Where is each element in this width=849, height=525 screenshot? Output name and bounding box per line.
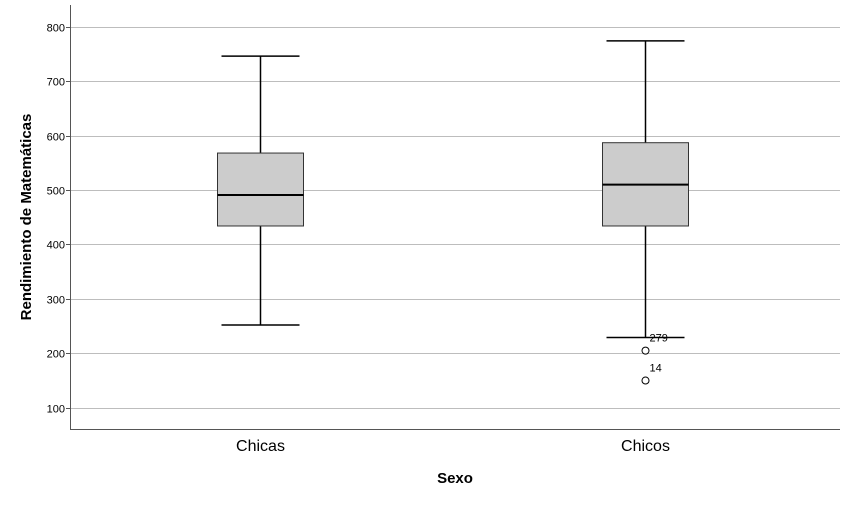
gridlines [70, 27, 840, 409]
x-axis-label: Sexo [437, 470, 473, 487]
outlier-label: 14 [650, 363, 662, 375]
x-category-label: Chicas [236, 438, 285, 455]
outlier-point [641, 376, 650, 385]
outlier-label: 279 [650, 333, 668, 345]
y-tick-label: 700 [47, 77, 65, 89]
y-axis-ticks: 100 200 300 400 500 600 700 800 [47, 23, 70, 416]
y-tick-label: 100 [47, 404, 65, 416]
y-tick-label: 500 [47, 186, 65, 198]
y-tick-label: 400 [47, 240, 65, 252]
y-tick-label: 600 [47, 132, 65, 144]
boxes: 279 14 [217, 40, 689, 385]
y-tick-label: 300 [47, 295, 65, 307]
y-tick-label: 800 [47, 23, 65, 35]
iqr-box [217, 152, 304, 227]
x-category-label: Chicos [621, 438, 670, 455]
y-tick-label: 200 [47, 349, 65, 361]
outlier-point [641, 346, 650, 355]
x-axis-categories: Chicas Chicos [236, 438, 670, 455]
y-axis-label: Rendimiento de Matemáticas [18, 114, 35, 321]
